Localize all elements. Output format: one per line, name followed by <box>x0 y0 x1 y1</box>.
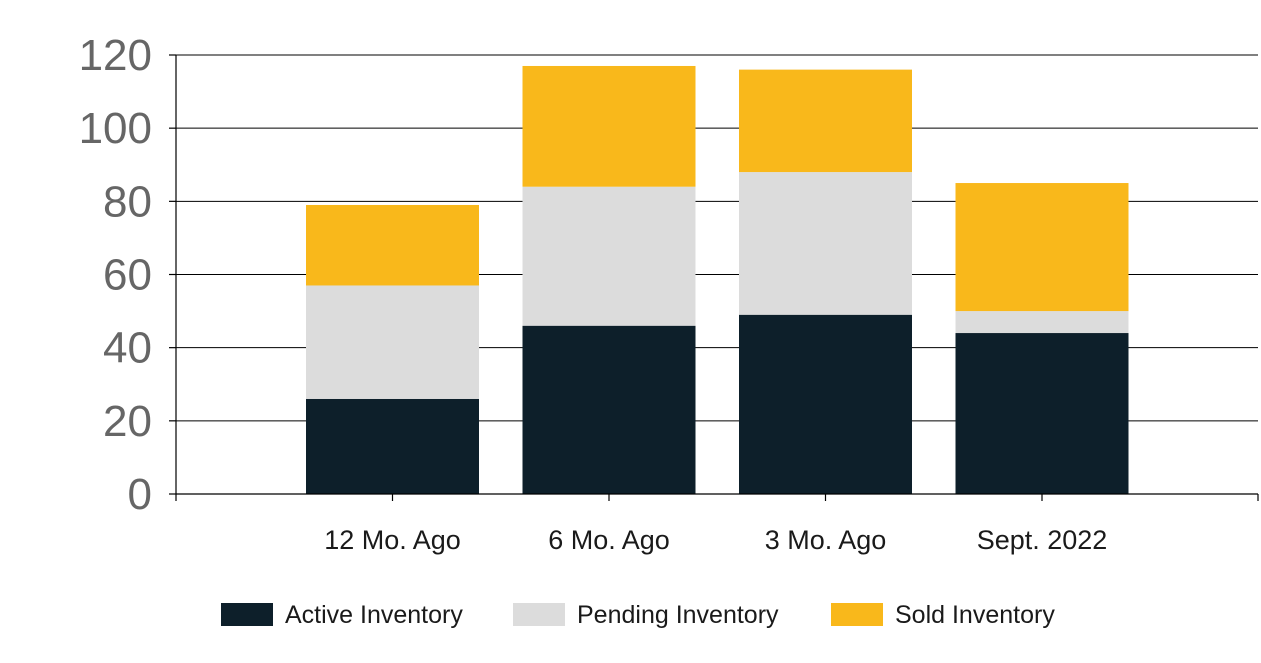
legend-swatch <box>831 603 883 626</box>
y-tick-label: 120 <box>79 31 152 80</box>
bar-segment-sold-inventory <box>955 183 1129 312</box>
bar-segment-pending-inventory <box>522 186 696 326</box>
bar-segment-active-inventory <box>739 314 912 494</box>
y-axis-tick-labels: 0 20 40 60 80 100 120 <box>79 31 152 519</box>
x-axis-tick-labels: 12 Mo. Ago 6 Mo. Ago 3 Mo. Ago Sept. 2022 <box>324 525 1107 555</box>
x-tick-label: 6 Mo. Ago <box>548 525 670 555</box>
axes <box>169 54 1259 501</box>
legend-swatch <box>513 603 565 626</box>
bar-segment-pending-inventory <box>955 311 1129 334</box>
y-tick-label: 100 <box>79 104 152 153</box>
bar-segment-sold-inventory <box>306 204 479 286</box>
bars <box>306 65 1129 494</box>
legend-swatch <box>221 603 273 626</box>
x-tick-label: 3 Mo. Ago <box>765 525 887 555</box>
bar-segment-active-inventory <box>306 398 479 494</box>
y-tick-label: 80 <box>103 177 152 226</box>
y-tick-label: 40 <box>103 324 152 373</box>
legend-label: Active Inventory <box>285 601 463 629</box>
bar-segment-pending-inventory <box>306 285 479 399</box>
bar-segment-sold-inventory <box>739 69 912 173</box>
bar-segment-sold-inventory <box>522 65 696 187</box>
bar-segment-active-inventory <box>522 325 696 494</box>
bar-segment-active-inventory <box>955 333 1129 494</box>
y-tick-label: 20 <box>103 397 152 446</box>
x-tick-label: Sept. 2022 <box>977 525 1108 555</box>
y-tick-label: 60 <box>103 251 152 300</box>
legend: Active Inventory Pending Inventory Sold In… <box>221 601 1055 629</box>
legend-label: Pending Inventory <box>577 601 779 629</box>
y-tick-label: 0 <box>128 470 152 519</box>
bar-segment-pending-inventory <box>739 172 912 315</box>
legend-label: Sold Inventory <box>895 601 1055 629</box>
x-tick-label: 12 Mo. Ago <box>324 525 461 555</box>
